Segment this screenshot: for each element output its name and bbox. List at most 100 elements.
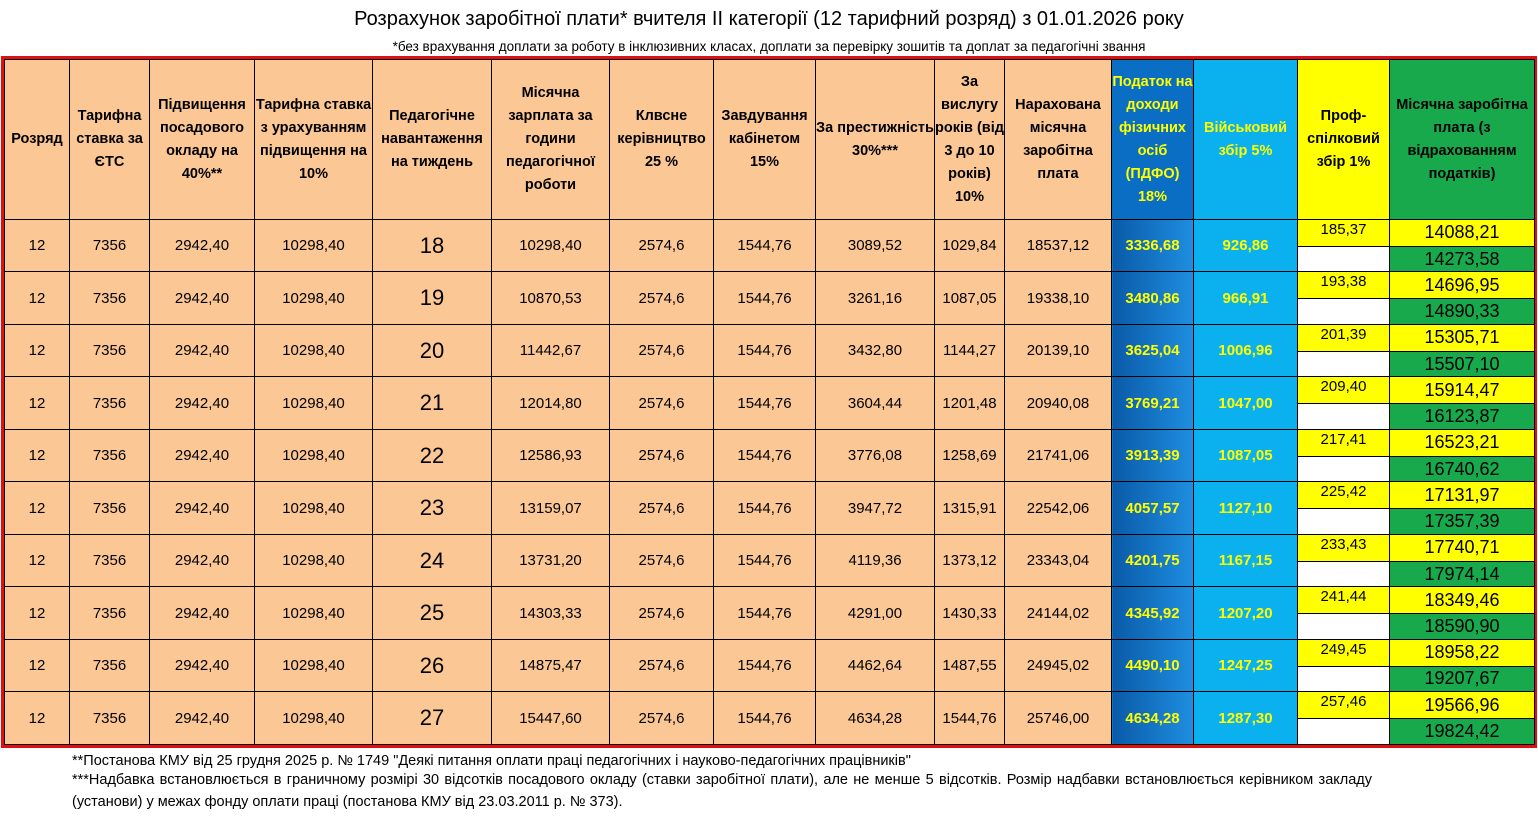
cell-rate-raised: 10298,40: [254, 691, 373, 745]
cell-pdfo: 3336,68: [1111, 218, 1194, 273]
cell-union: 257,46: [1297, 691, 1390, 720]
cell-accrued: 19338,10: [1004, 271, 1112, 325]
cell-union: 185,37: [1297, 219, 1390, 247]
cell-cabinet: 1544,76: [713, 428, 816, 483]
cell-prestige: 3432,80: [815, 323, 935, 378]
cell-net-after-union: 17131,97: [1389, 481, 1535, 510]
cell-prestige: 4634,28: [815, 691, 935, 745]
header-seniority: За вислугу років (від 3 до 10 років) 10%: [934, 59, 1005, 220]
cell-cabinet: 1544,76: [713, 586, 816, 640]
table-row: 12 7356 2942,40 10298,40 19 10870,53 2574,6 154…: [4, 271, 1535, 325]
cell-rate-ets: 7356: [69, 218, 150, 273]
header-rate-raised: Тарифна ставка з урахуванням підвищення …: [254, 59, 373, 220]
cell-union: 217,41: [1297, 428, 1390, 457]
cell-accrued: 25746,00: [1004, 691, 1112, 745]
cell-military: 926,86: [1193, 218, 1298, 273]
table-row-sub: 18590,90: [5, 613, 1535, 640]
cell-net-after-union: 19566,96: [1389, 691, 1535, 720]
cell-rate-raised: 10298,40: [254, 218, 373, 273]
cell-prestige: 3776,08: [815, 428, 935, 483]
cell-prestige: 4462,64: [815, 638, 935, 693]
cell-load: 26: [372, 638, 492, 693]
cell-cabinet: 1544,76: [713, 638, 816, 693]
cell-raise40: 2942,40: [149, 428, 255, 483]
cell-pdfo: 4490,10: [1111, 638, 1194, 693]
cell-rate-raised: 10298,40: [254, 586, 373, 640]
cell-load: 18: [372, 218, 492, 273]
cell-monthly-hours: 13731,20: [491, 533, 610, 588]
cell-load: 20: [372, 323, 492, 378]
table-row: 12 7356 2942,40 10298,40 27 15447,60 2574,6 154…: [4, 691, 1535, 745]
cell-union-empty: [1297, 403, 1390, 430]
cell-cabinet: 1544,76: [713, 323, 816, 378]
cell-net: 14273,58: [1389, 245, 1535, 273]
cell-rate-ets: 7356: [69, 323, 150, 378]
table-row-sub: 16740,62: [5, 455, 1535, 483]
table-body: 12 7356 2942,40 10298,40 18 10298,40 2574,6 154…: [4, 218, 1535, 745]
header-pdfo: Податок на доходи фізичних осіб (ПДФО) 1…: [1111, 59, 1194, 220]
cell-seniority: 1315,91: [934, 481, 1005, 535]
table-row-sub: 17974,14: [5, 560, 1535, 588]
table-row-sub: 17357,39: [5, 508, 1535, 535]
header-raise-40: Підвищення посадового окладу на 40%**: [149, 59, 255, 220]
cell-union-empty: [1297, 298, 1390, 325]
cell-net: 17357,39: [1389, 508, 1535, 535]
cell-class-lead: 2574,6: [609, 428, 714, 483]
page-title: Розрахунок заробітної плати* вчителя II …: [354, 8, 1184, 30]
cell-accrued: 22542,06: [1004, 481, 1112, 535]
cell-grade: 12: [4, 691, 70, 745]
header-prestige: За престижність 30%***: [815, 59, 935, 220]
cell-rate-ets: 7356: [69, 586, 150, 640]
cell-union-empty: [1297, 508, 1390, 535]
cell-grade: 12: [4, 586, 70, 640]
cell-seniority: 1544,76: [934, 691, 1005, 745]
cell-net-after-union: 14696,95: [1389, 271, 1535, 300]
cell-pdfo: 4345,92: [1111, 586, 1194, 640]
header-military: Військовий збір 5%: [1193, 59, 1298, 220]
cell-seniority: 1373,12: [934, 533, 1005, 588]
cell-raise40: 2942,40: [149, 218, 255, 273]
cell-net: 16740,62: [1389, 455, 1535, 483]
cell-monthly-hours: 15447,60: [491, 691, 610, 745]
cell-load: 25: [372, 586, 492, 640]
table-row-sub: 15507,10: [5, 350, 1535, 378]
cell-military: 1287,30: [1193, 691, 1298, 745]
cell-load: 23: [372, 481, 492, 535]
cell-net: 16123,87: [1389, 403, 1535, 430]
cell-rate-raised: 10298,40: [254, 638, 373, 693]
cell-class-lead: 2574,6: [609, 376, 714, 430]
header-monthly-hours: Місячна зарплата за години педагогічної …: [491, 59, 610, 220]
cell-raise40: 2942,40: [149, 376, 255, 430]
cell-seniority: 1029,84: [934, 218, 1005, 273]
header-load: Педагогічне навантаження на тиждень: [372, 59, 492, 220]
cell-load: 27: [372, 691, 492, 745]
footnote-2: ***Надбавка встановлюється в граничному …: [72, 772, 1372, 810]
cell-rate-raised: 10298,40: [254, 481, 373, 535]
cell-accrued: 24945,02: [1004, 638, 1112, 693]
cell-pdfo: 4201,75: [1111, 533, 1194, 588]
cell-union: 193,38: [1297, 271, 1390, 300]
cell-monthly-hours: 10298,40: [491, 218, 610, 273]
cell-prestige: 4291,00: [815, 586, 935, 640]
cell-pdfo: 3625,04: [1111, 323, 1194, 378]
cell-military: 1207,20: [1193, 586, 1298, 640]
cell-prestige: 4119,36: [815, 533, 935, 588]
table-row: 12 7356 2942,40 10298,40 18 10298,40 2574,6 154…: [4, 218, 1535, 273]
cell-net: 14890,33: [1389, 298, 1535, 325]
cell-raise40: 2942,40: [149, 323, 255, 378]
cell-rate-raised: 10298,40: [254, 428, 373, 483]
cell-accrued: 24144,02: [1004, 586, 1112, 640]
cell-grade: 12: [4, 218, 70, 273]
cell-cabinet: 1544,76: [713, 218, 816, 273]
header-grade: Розряд: [4, 59, 70, 220]
cell-accrued: 20940,08: [1004, 376, 1112, 430]
cell-prestige: 3089,52: [815, 218, 935, 273]
cell-military: 1087,05: [1193, 428, 1298, 483]
cell-grade: 12: [4, 638, 70, 693]
table-row-sub: 14890,33: [5, 298, 1535, 325]
cell-net-after-union: 14088,21: [1389, 219, 1535, 247]
cell-monthly-hours: 10870,53: [491, 271, 610, 325]
cell-military: 1127,10: [1193, 481, 1298, 535]
cell-military: 1167,15: [1193, 533, 1298, 588]
cell-monthly-hours: 14303,33: [491, 586, 610, 640]
